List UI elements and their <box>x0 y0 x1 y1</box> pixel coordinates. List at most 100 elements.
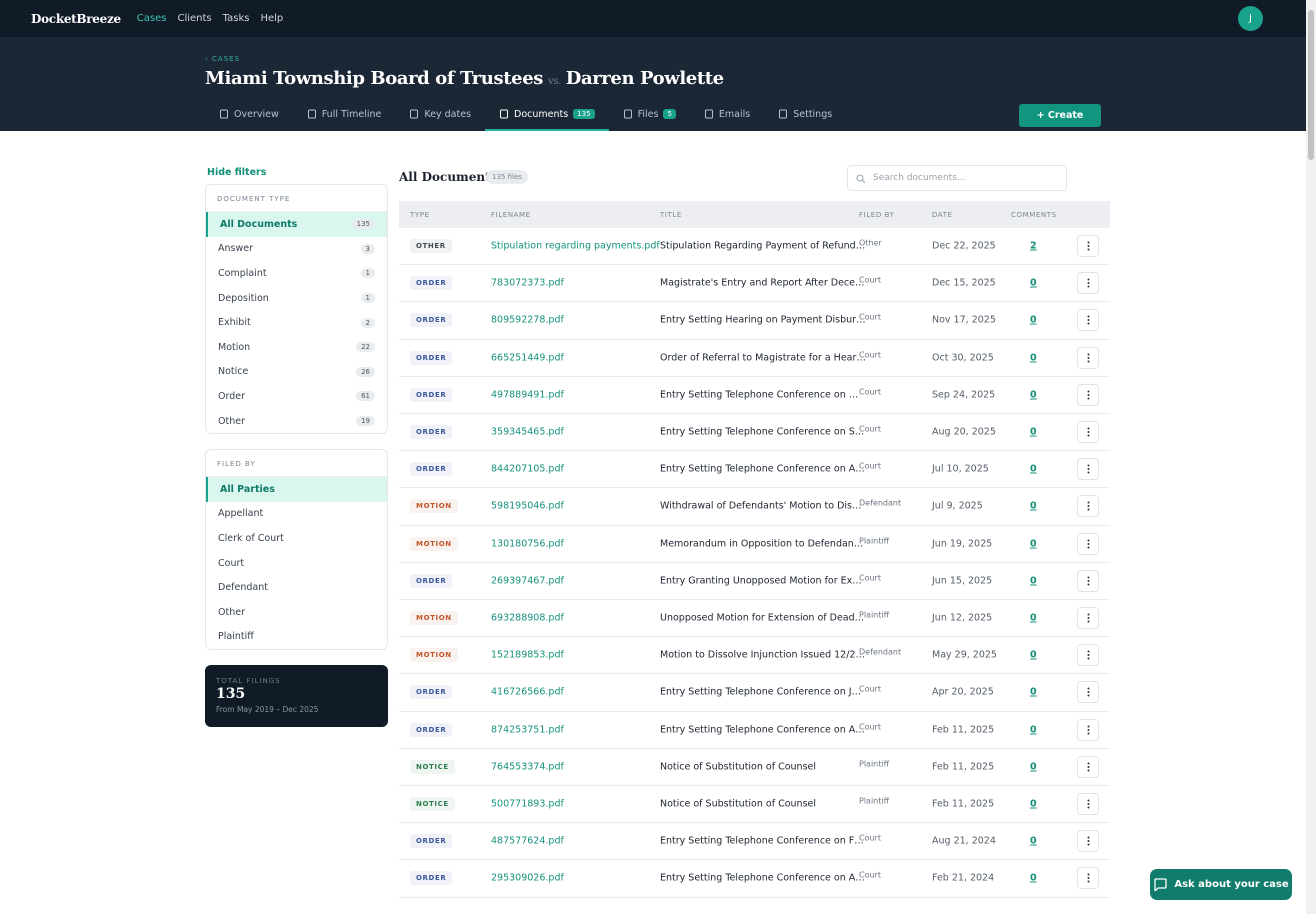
comments[interactable]: 0 <box>1030 872 1037 884</box>
comments[interactable]: 2 <box>1030 240 1037 252</box>
comments[interactable]: 0 <box>1030 277 1037 289</box>
search-input[interactable]: Search documents... <box>847 165 1067 191</box>
row-menu[interactable] <box>1077 718 1099 741</box>
nav-links: Cases Clients Tasks Help <box>137 13 294 24</box>
filter-item[interactable]: Appellant <box>206 502 387 527</box>
doc-title: Order of Referral to Magistrate for a He… <box>660 352 866 364</box>
filter-item[interactable]: Other 19 <box>206 409 387 434</box>
filter-item[interactable]: Deposition 1 <box>206 286 387 311</box>
row-menu[interactable] <box>1077 607 1099 630</box>
filter-item[interactable]: Notice 26 <box>206 360 387 385</box>
comments[interactable]: 0 <box>1030 761 1037 773</box>
filter-item[interactable]: All Documents 135 <box>206 212 387 237</box>
filename[interactable]: 500771893.pdf <box>491 798 564 810</box>
comments[interactable]: 0 <box>1030 352 1037 364</box>
comments[interactable]: 0 <box>1030 389 1037 401</box>
row-menu[interactable] <box>1077 830 1099 853</box>
search-icon <box>856 174 865 183</box>
row-menu[interactable] <box>1077 644 1099 667</box>
table-row: MOTION 693288908.pdf Unopposed Motion for … <box>399 600 1110 638</box>
filter-item[interactable]: Order 61 <box>206 384 387 409</box>
filename[interactable]: 693288908.pdf <box>491 612 564 624</box>
comments[interactable]: 0 <box>1030 724 1037 736</box>
comments[interactable]: 0 <box>1030 686 1037 698</box>
brand[interactable]: DocketBreeze <box>31 11 121 26</box>
comments[interactable]: 0 <box>1030 463 1037 475</box>
tab[interactable]: Files 5 <box>609 97 690 131</box>
filename[interactable]: 844207105.pdf <box>491 463 564 475</box>
tab[interactable]: Overview <box>205 97 293 131</box>
type-tag: ORDER <box>410 871 453 886</box>
filename[interactable]: Stipulation regarding payments.pdf <box>491 240 660 252</box>
row-menu[interactable] <box>1077 569 1099 592</box>
filter-item[interactable]: Plaintiff <box>206 625 387 650</box>
date: Apr 20, 2025 <box>932 686 994 698</box>
table-row: NOTICE 764553374.pdf Notice of Substitutio… <box>399 749 1110 786</box>
nav-link[interactable]: Clients <box>177 13 212 24</box>
filename[interactable]: 130180756.pdf <box>491 538 564 550</box>
filter-item[interactable]: Other <box>206 600 387 625</box>
filter-item[interactable]: Court <box>206 551 387 576</box>
comments[interactable]: 0 <box>1030 612 1037 624</box>
tab[interactable]: Emails <box>690 97 764 131</box>
comments[interactable]: 0 <box>1030 426 1037 438</box>
row-menu[interactable] <box>1077 532 1099 555</box>
row-menu[interactable] <box>1077 867 1099 890</box>
filename[interactable]: 269397467.pdf <box>491 575 564 587</box>
filename[interactable]: 295309026.pdf <box>491 872 564 884</box>
row-menu[interactable] <box>1077 421 1099 444</box>
row-menu[interactable] <box>1077 458 1099 481</box>
row-menu[interactable] <box>1077 755 1099 778</box>
filter-item[interactable]: Defendant <box>206 575 387 600</box>
tab[interactable]: Key dates <box>395 97 485 131</box>
row-menu[interactable] <box>1077 309 1099 332</box>
hide-filters[interactable]: Hide filters <box>207 167 267 178</box>
filter-item[interactable]: Complaint 1 <box>206 261 387 286</box>
row-menu[interactable] <box>1077 272 1099 295</box>
row-menu[interactable] <box>1077 346 1099 369</box>
filename[interactable]: 598195046.pdf <box>491 500 564 512</box>
filename[interactable]: 809592278.pdf <box>491 314 564 326</box>
filename[interactable]: 764553374.pdf <box>491 761 564 773</box>
filename[interactable]: 416726566.pdf <box>491 686 564 698</box>
filename[interactable]: 497889491.pdf <box>491 389 564 401</box>
filename[interactable]: 874253751.pdf <box>491 724 564 736</box>
filename[interactable]: 359345465.pdf <box>491 426 564 438</box>
row-menu[interactable] <box>1077 383 1099 406</box>
filename[interactable]: 487577624.pdf <box>491 835 564 847</box>
filter-item[interactable]: Motion 22 <box>206 335 387 360</box>
comments[interactable]: 0 <box>1030 649 1037 661</box>
filename[interactable]: 152189853.pdf <box>491 649 564 661</box>
filter-label: Defendant <box>218 582 268 594</box>
row-menu[interactable] <box>1077 495 1099 518</box>
nav-link[interactable]: Help <box>260 13 284 24</box>
tab[interactable]: Settings <box>764 97 846 131</box>
row-menu[interactable] <box>1077 793 1099 816</box>
total-value: 135 <box>216 686 246 702</box>
menu-icon <box>1087 613 1089 623</box>
filter-item[interactable]: Exhibit 2 <box>206 310 387 335</box>
avatar[interactable]: J <box>1238 6 1263 31</box>
tab[interactable]: Full Timeline <box>293 97 396 131</box>
comments[interactable]: 0 <box>1030 538 1037 550</box>
filter-item[interactable]: Answer 3 <box>206 237 387 262</box>
create-button[interactable]: + Create <box>1019 104 1101 127</box>
date: Nov 17, 2025 <box>932 314 996 326</box>
tab[interactable]: Documents 135 <box>485 97 609 131</box>
chat-button[interactable]: Ask about your case <box>1150 869 1292 900</box>
filter-item[interactable]: All Parties <box>206 477 387 502</box>
filename[interactable]: 665251449.pdf <box>491 352 564 364</box>
row-menu[interactable] <box>1077 235 1099 258</box>
type-tag: ORDER <box>410 573 453 588</box>
comments[interactable]: 0 <box>1030 314 1037 326</box>
row-menu[interactable] <box>1077 681 1099 704</box>
comments[interactable]: 0 <box>1030 575 1037 587</box>
comments[interactable]: 0 <box>1030 500 1037 512</box>
filter-item[interactable]: Clerk of Court <box>206 526 387 551</box>
nav-link[interactable]: Cases <box>136 13 167 24</box>
comments[interactable]: 0 <box>1030 798 1037 810</box>
filename[interactable]: 783072373.pdf <box>491 277 564 289</box>
breadcrumb[interactable]: ‹ CASES <box>205 55 241 63</box>
comments[interactable]: 0 <box>1030 835 1037 847</box>
nav-link[interactable]: Tasks <box>222 13 250 24</box>
